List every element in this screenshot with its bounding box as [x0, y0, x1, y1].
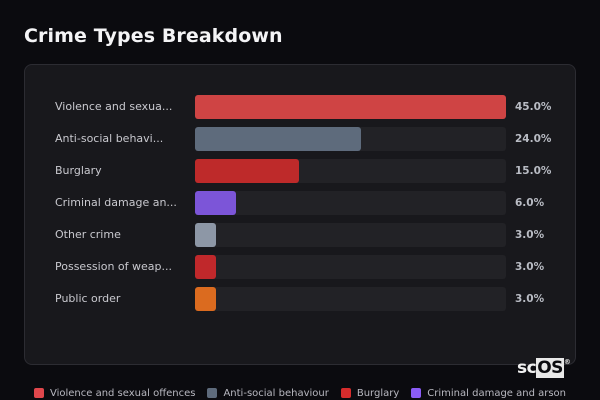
- scos-watermark-logo: scOS®: [517, 358, 571, 378]
- bar-value: 3.0%: [515, 229, 545, 241]
- bar-row: Possession of weap... 3.0%: [25, 255, 575, 279]
- bar-track: [195, 191, 506, 215]
- bar-label: Burglary: [55, 164, 102, 177]
- bar-value: 24.0%: [515, 133, 552, 145]
- bar-value: 3.0%: [515, 293, 545, 305]
- bar-track: [195, 255, 506, 279]
- legend-swatch-icon: [411, 388, 422, 398]
- bar-value: 3.0%: [515, 261, 545, 273]
- bar-value: 15.0%: [515, 165, 552, 177]
- watermark-registered: ®: [563, 358, 571, 366]
- bar-fill[interactable]: [195, 127, 361, 151]
- bar-value: 45.0%: [515, 101, 552, 113]
- watermark-sc: sc: [517, 358, 537, 378]
- bar-fill[interactable]: [195, 223, 216, 247]
- legend-swatch-icon: [33, 388, 44, 398]
- bar-track: [195, 223, 506, 247]
- chart-title: Crime Types Breakdown: [24, 25, 283, 47]
- bar-track: [195, 287, 506, 311]
- bar-row: Burglary 15.0%: [25, 159, 575, 183]
- bar-label: Public order: [55, 292, 121, 305]
- chart-card: Violence and sexua... 45.0% Anti-social be…: [24, 64, 576, 365]
- legend-item[interactable]: Violence and sexual offences: [33, 386, 196, 400]
- bar-row: Other crime 3.0%: [25, 223, 575, 247]
- bar-label: Violence and sexua...: [55, 100, 173, 113]
- legend-label: Burglary: [356, 387, 400, 399]
- bar-fill[interactable]: [195, 95, 506, 119]
- bar-label: Other crime: [55, 228, 121, 241]
- bar-value: 6.0%: [515, 197, 545, 209]
- legend-label: Violence and sexual offences: [49, 387, 196, 399]
- bar-fill[interactable]: [195, 159, 299, 183]
- chart-legend: Violence and sexual offences Anti-social …: [0, 386, 600, 400]
- bar-track: [195, 159, 506, 183]
- bar-row: Violence and sexua... 45.0%: [25, 95, 575, 119]
- bar-fill[interactable]: [195, 255, 216, 279]
- bar-row: Anti-social behavi... 24.0%: [25, 127, 575, 151]
- bar-track: [195, 95, 506, 119]
- legend-item[interactable]: Burglary: [340, 386, 400, 400]
- watermark-os: OS: [536, 358, 564, 378]
- bar-label: Criminal damage an...: [55, 196, 177, 209]
- legend-swatch-icon: [207, 388, 218, 398]
- bar-row: Criminal damage an... 6.0%: [25, 191, 575, 215]
- bar-label: Possession of weap...: [55, 260, 172, 273]
- legend-swatch-icon: [340, 388, 351, 398]
- bar-label: Anti-social behavi...: [55, 132, 164, 145]
- legend-label: Anti-social behaviour: [223, 387, 329, 399]
- bar-fill[interactable]: [195, 287, 216, 311]
- legend-item[interactable]: Criminal damage and arson: [411, 386, 566, 400]
- bar-row: Public order 3.0%: [25, 287, 575, 311]
- bar-fill[interactable]: [195, 191, 236, 215]
- legend-item[interactable]: Anti-social behaviour: [207, 386, 329, 400]
- legend-label: Criminal damage and arson: [427, 387, 567, 399]
- bar-track: [195, 127, 506, 151]
